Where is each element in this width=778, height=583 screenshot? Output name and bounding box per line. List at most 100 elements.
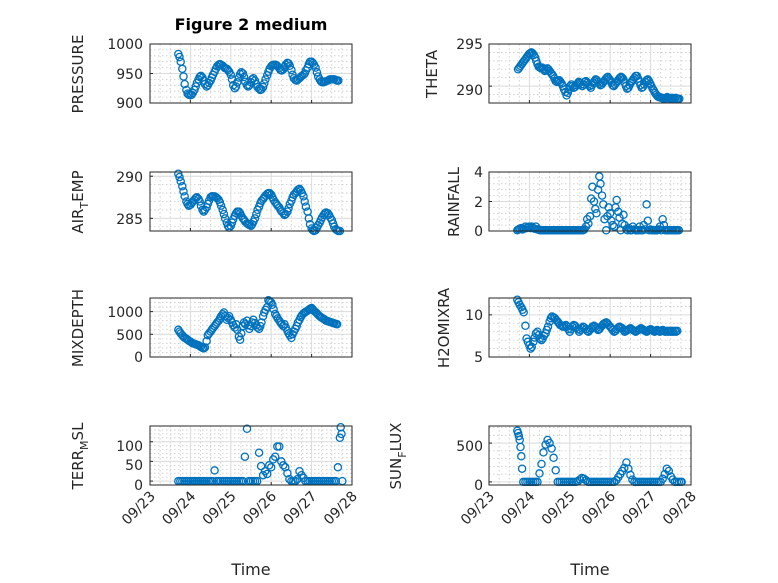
ylabel-terr-msl: TERRMSL [69, 422, 91, 491]
axes-border [488, 43, 692, 104]
data-point [242, 424, 252, 434]
data-point [575, 475, 585, 484]
ytick-label: 100 [116, 439, 143, 455]
axes-border [488, 425, 692, 486]
data-point [275, 442, 284, 451]
ytick-label: 295 [456, 37, 483, 53]
data-point [300, 197, 309, 206]
data-point [547, 444, 556, 453]
data-point [670, 94, 679, 104]
data-point [525, 222, 534, 231]
plot-area-sun-flux [488, 425, 692, 487]
data-point [521, 321, 530, 331]
data-point [287, 65, 296, 75]
ytick-label: 0 [134, 350, 143, 366]
ylabel-h2omixra: H2OMIXRA [435, 287, 453, 368]
data-point [307, 224, 316, 233]
data-point [240, 452, 250, 461]
data-point [176, 177, 185, 186]
data-point [196, 71, 206, 81]
data-point [648, 84, 657, 93]
data-point [178, 64, 187, 74]
data-point [284, 329, 293, 338]
panel-pressure: 900 950 1000 PRESSURE [69, 35, 353, 113]
data-point [242, 316, 252, 325]
xtick-label: 09/28 [321, 489, 361, 529]
data-point [557, 321, 566, 331]
xtick-label: 09/23 [458, 489, 498, 529]
data-point [266, 463, 276, 472]
data-point [674, 226, 684, 235]
data-point [596, 179, 605, 189]
plot-area-mixdepth [149, 296, 353, 358]
ytick-label: 500 [456, 439, 483, 455]
ytick-label: 900 [116, 96, 143, 112]
xtick-label: 09/26 [240, 488, 280, 528]
data-point [231, 82, 241, 91]
data-point [332, 320, 342, 329]
axes-border [149, 425, 353, 486]
data-point [219, 209, 229, 219]
plot-area-air-temp [149, 169, 353, 236]
data-point [545, 438, 554, 448]
data-point [643, 75, 653, 84]
data-point [335, 433, 345, 443]
xtick-label: 09/26 [579, 488, 619, 528]
data-point [537, 459, 546, 469]
data-point [675, 94, 684, 104]
data-point [175, 52, 184, 62]
ytick-label: 5 [474, 350, 483, 366]
data-point [308, 58, 318, 68]
data-point [258, 82, 268, 92]
xtick-label: 09/25 [200, 489, 240, 529]
xtick-label: 09/27 [620, 489, 660, 529]
xtick-label: 09/23 [119, 489, 159, 529]
data-point [180, 79, 189, 89]
data-point [250, 214, 260, 223]
data-point [218, 205, 227, 215]
data-point [658, 214, 667, 224]
data-point [237, 68, 246, 77]
data-point [601, 226, 611, 235]
ytick-label: 1000 [107, 305, 143, 321]
ytick-label: 0 [474, 224, 483, 240]
ytick-label: 10 [465, 308, 483, 324]
panel-terr-msl: 0 50 100 TERRMSL 09/23 09/24 09/25 09/26 09/… [69, 422, 361, 579]
panel-rainfall: 0 2 4 RAINFALL [445, 165, 692, 240]
ylabel-mixdepth: MIXDEPTH [69, 289, 87, 367]
data-point [547, 70, 557, 79]
axes-border [149, 43, 353, 104]
data-point [619, 210, 628, 220]
ylabel-air-temp: AIRTEMP [69, 170, 91, 233]
plot-area-terr-msl [149, 422, 353, 486]
xtick-label: 09/28 [660, 489, 700, 529]
data-point [517, 464, 527, 473]
data-point [275, 63, 284, 73]
ylabel-air-temp-rest: EMP [69, 170, 87, 201]
ylabel-sun-flux-main: SUN [387, 458, 405, 490]
xtick-label: 09/27 [281, 489, 321, 529]
data-point [673, 326, 682, 336]
ytick-label: 290 [116, 170, 143, 186]
xtick-label: 09/24 [498, 488, 538, 528]
ytick-label: 290 [456, 83, 483, 99]
ylabel-terr-msl-sub: M [78, 440, 91, 450]
data-point [658, 474, 667, 484]
ylabel-theta: THETA [423, 49, 441, 99]
ylabel-air-temp-main: AIR [69, 209, 87, 234]
panel-air-temp: 285 290 AIRTEMP [69, 169, 353, 236]
data-point [264, 461, 274, 470]
data-point [279, 461, 288, 470]
data-point [220, 214, 230, 223]
data-point [604, 74, 614, 83]
data-point [535, 469, 544, 478]
data-point [516, 442, 525, 452]
ylabel-air-temp-sub: T [78, 202, 91, 210]
data-point [216, 201, 226, 210]
data-point [258, 470, 268, 480]
ylabel-terr-msl-main: TERR [69, 450, 87, 491]
data-point [256, 321, 265, 331]
data-point [581, 476, 591, 485]
ytick-label: 2 [474, 195, 483, 211]
